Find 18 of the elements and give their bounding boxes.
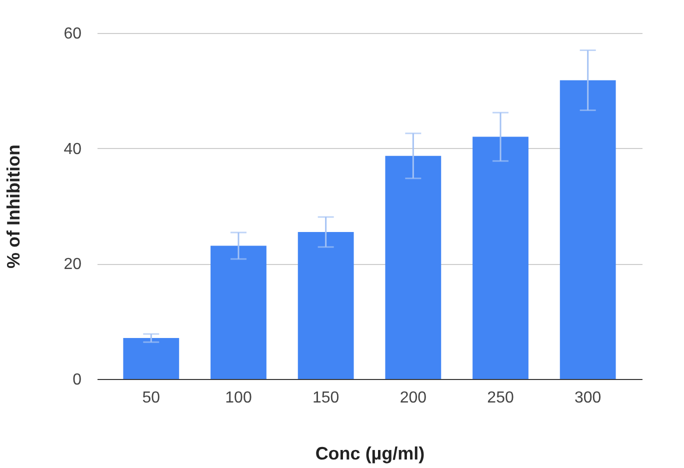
bar <box>123 338 180 379</box>
y-tick-label: 0 <box>72 372 82 388</box>
y-tick-label: 60 <box>64 26 82 42</box>
bar <box>560 80 616 379</box>
x-axis-title: Conc (µg/ml) <box>315 444 425 464</box>
x-tick-label: 200 <box>400 390 427 406</box>
x-tick-label: 100 <box>225 390 252 406</box>
x-tick-label: 300 <box>574 390 602 406</box>
bar <box>298 232 354 379</box>
bar <box>472 136 528 379</box>
x-tick-label: 250 <box>487 390 514 406</box>
bar <box>385 156 442 379</box>
y-tick-label: 40 <box>64 140 82 158</box>
x-tick-label: 150 <box>312 390 340 406</box>
x-tick-label: 50 <box>142 390 160 406</box>
bar <box>210 246 266 379</box>
y-axis-title: % of Inhibition <box>4 144 24 268</box>
y-tick-label: 20 <box>64 256 82 274</box>
